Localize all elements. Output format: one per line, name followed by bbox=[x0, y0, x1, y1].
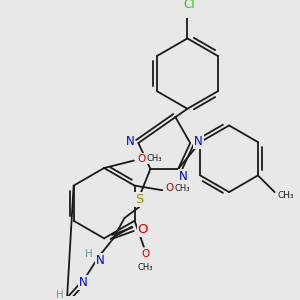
Text: Cl: Cl bbox=[184, 0, 195, 11]
Text: O: O bbox=[166, 183, 174, 194]
Text: CH₃: CH₃ bbox=[138, 262, 153, 272]
Text: N: N bbox=[179, 170, 188, 183]
Text: O: O bbox=[138, 223, 148, 236]
Text: S: S bbox=[135, 193, 143, 206]
Text: H: H bbox=[85, 249, 93, 259]
Text: CH₃: CH₃ bbox=[146, 154, 162, 163]
Text: CH₃: CH₃ bbox=[175, 184, 190, 193]
Text: N: N bbox=[194, 135, 203, 148]
Text: N: N bbox=[80, 276, 88, 289]
Text: H: H bbox=[56, 290, 64, 300]
Text: O: O bbox=[142, 249, 150, 259]
Text: N: N bbox=[96, 254, 105, 267]
Text: N: N bbox=[126, 135, 134, 148]
Text: O: O bbox=[137, 154, 145, 164]
Text: CH₃: CH₃ bbox=[278, 191, 294, 200]
